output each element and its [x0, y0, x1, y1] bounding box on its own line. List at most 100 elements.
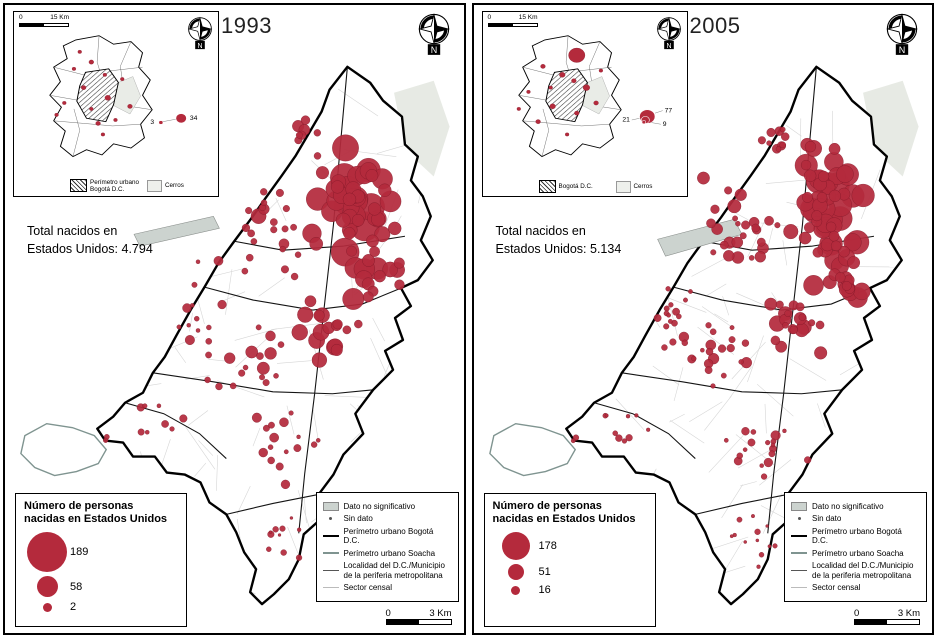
symbol-legend-row: 51 [493, 564, 647, 581]
legend-item-no-data: Sin dato [791, 514, 920, 523]
scale-bar [854, 619, 920, 625]
proportional-symbols [570, 126, 875, 569]
legend-item-bogota-perimeter: Perímetro urbano Bogotá D.C. [322, 527, 452, 545]
legend-item-census-sector: Sector censal [322, 583, 452, 592]
cerros-hills-area [862, 80, 919, 177]
symbol-legend-row: 189 [24, 532, 178, 573]
total-born-us-text: Total nacidos en Estados Unidos: 4.794 [27, 224, 153, 256]
symbol-legend-value: 189 [70, 546, 89, 559]
symbol-legend-value: 16 [538, 584, 551, 597]
teal-line-swatch [791, 552, 807, 555]
map-scale-bar: 0 3 Km [385, 607, 452, 625]
soacha-perimeter [20, 422, 108, 477]
thick-line-swatch [322, 535, 339, 538]
year-label: 2005 [689, 13, 741, 38]
svg-text:N: N [666, 43, 671, 50]
inset-legend-cerros-label: Cerros [165, 182, 184, 190]
svg-text:9: 9 [662, 121, 666, 128]
symbol-legend-row: 2 [24, 601, 178, 613]
scale-zero-label: 0 [385, 607, 391, 619]
city-map-2005 [488, 65, 919, 606]
map-panel-1993: 1993 0 15 Km N [3, 3, 466, 635]
symbol-size-legend: Número de personas nacidas en Estados Un… [15, 493, 187, 627]
legend-item-soacha-perimeter: Perímetro urbano Soacha [322, 549, 452, 558]
no-data-swatch [791, 501, 807, 511]
symbol-legend-value: 178 [538, 540, 557, 553]
large-circle-swatch [27, 532, 67, 573]
year-label: 1993 [221, 13, 272, 38]
scale-bar [385, 619, 452, 625]
symbol-legend-value: 51 [538, 566, 551, 579]
inset-scale-bar: 0 15 Km [487, 14, 538, 27]
scale-zero-label: 0 [19, 14, 23, 21]
proportional-symbols [103, 115, 405, 561]
map-legend: Dato no significativo Sin dato Perímetro… [784, 492, 927, 602]
map-scale-bar: 0 3 Km [854, 607, 920, 625]
compass-rose-icon: N [886, 13, 918, 55]
inset-legend: Bogotá D.C. Cerros [538, 180, 685, 193]
inset-scale-bar: 0 15 Km [19, 14, 69, 27]
scale-bar [487, 22, 538, 27]
hatch-swatch [538, 180, 556, 193]
compass-rose-icon: N [417, 13, 450, 55]
map-panel-2005: 2005 0 15 Km N [471, 3, 934, 635]
inset-urban-perimeter-hatched [76, 68, 119, 123]
svg-text:34: 34 [190, 115, 198, 122]
inset-circle-size-legend: 77 21 9 [622, 108, 672, 128]
dot-swatch [323, 514, 339, 523]
inset-legend-cerros-label: Cerros [633, 182, 653, 190]
scale-zero-label: 0 [854, 607, 860, 619]
legend-item-locality: Localidad del D.C./Municipio de la perif… [791, 561, 920, 580]
thin-line-swatch [791, 587, 807, 589]
legend-item-no-significant-data: Dato no significativo [322, 501, 452, 511]
teal-line-swatch [322, 552, 339, 555]
symbol-size-legend: Número de personas nacidas en Estados Un… [483, 493, 656, 627]
medium-circle-swatch [36, 576, 58, 598]
legend-item-no-data: Sin dato [323, 514, 452, 523]
small-circle-swatch [511, 585, 520, 595]
svg-text:N: N [197, 43, 202, 50]
no-data-area [133, 215, 220, 247]
no-data-swatch [322, 501, 339, 511]
svg-text:N: N [899, 45, 906, 55]
inset-symbol-dots [516, 47, 603, 137]
inset-district-map: 77 21 9 [516, 35, 672, 158]
thick-line-swatch [791, 535, 807, 538]
legend-item-no-significant-data: Dato no significativo [791, 502, 920, 511]
inset-symbol-dots [54, 50, 133, 137]
inset-legend-urban-label: Bogotá D.C. [558, 182, 593, 190]
symbol-legend-value: 2 [70, 601, 77, 614]
compass-rose-icon: N [656, 16, 681, 50]
legend-item-census-sector: Sector censal [791, 583, 920, 592]
symbol-legend-title: Número de personas nacidas en Estados Un… [492, 500, 636, 526]
scale-zero-label: 0 [487, 14, 492, 21]
svg-text:N: N [430, 45, 437, 55]
svg-text:21: 21 [622, 117, 630, 124]
cerros-hills-area [394, 80, 450, 177]
thin-line-swatch [322, 587, 339, 589]
city-map-1993 [20, 65, 450, 606]
compass-rose-icon: N [187, 16, 213, 50]
map-legend: Dato no significativo Sin dato Perímetro… [315, 492, 459, 602]
inset-circle-size-legend: 3 34 [150, 113, 198, 127]
inset-urban-perimeter-hatched [544, 68, 588, 123]
symbol-legend-title: Número de personas nacidas en Estados Un… [24, 500, 168, 526]
inset-legend: Perímetro urbano Bogotá D.C. Cerros [70, 179, 216, 193]
svg-text:3: 3 [150, 120, 154, 127]
cerros-swatch [147, 179, 162, 192]
scale-bar [19, 22, 69, 27]
symbol-legend-row: 16 [493, 584, 647, 596]
inset-legend-urban-label: Perímetro urbano Bogotá D.C. [90, 178, 140, 193]
medium-circle-swatch [507, 564, 524, 581]
legend-item-locality: Localidad del D.C./Municipio de la perif… [322, 561, 452, 580]
inset-district-map: 3 34 [49, 35, 198, 158]
scale-max-label: 3 Km [429, 607, 452, 619]
large-circle-swatch [501, 532, 530, 561]
total-born-us-text: Total nacidos en Estados Unidos: 5.134 [495, 224, 622, 256]
scale-max-label: 15 Km [518, 14, 538, 21]
symbol-legend-row: 178 [493, 532, 647, 561]
cerros-swatch [615, 180, 631, 193]
legend-item-soacha-perimeter: Perímetro urbano Soacha [791, 549, 920, 558]
inset-overview-map: 0 15 Km N [481, 11, 688, 197]
